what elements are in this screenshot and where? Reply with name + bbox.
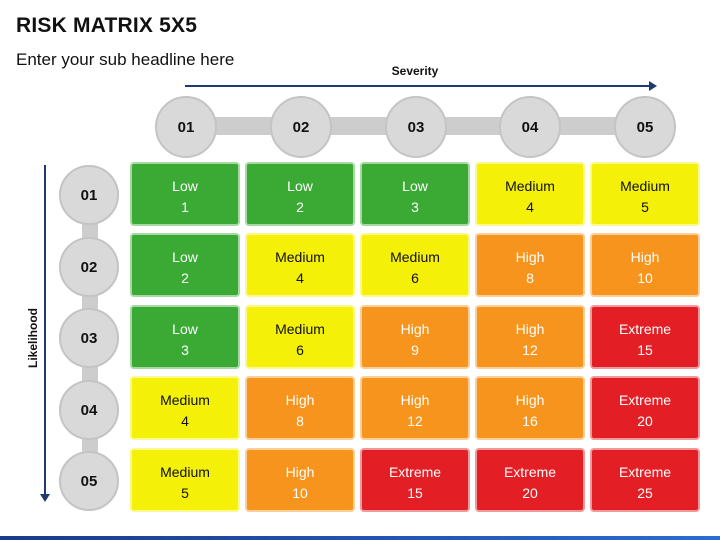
risk-cell-r4-c4: High 16 (475, 376, 585, 440)
likelihood-header-05: 05 (59, 451, 119, 511)
risk-score-value: 3 (181, 342, 189, 358)
risk-level-label: Medium (275, 249, 325, 265)
risk-cell-r1-c3: Low 3 (360, 162, 470, 226)
risk-level-label: Medium (505, 178, 555, 194)
risk-cell-r2-c4: High 8 (475, 233, 585, 297)
risk-score-value: 4 (526, 199, 534, 215)
risk-cell-r3-c5: Extreme 15 (590, 305, 700, 369)
risk-score-value: 5 (181, 485, 189, 501)
risk-level-label: Medium (160, 392, 210, 408)
risk-cell-r3-c2: Medium 6 (245, 305, 355, 369)
risk-level-label: High (515, 392, 545, 408)
risk-level-label: Extreme (618, 392, 672, 408)
risk-level-label: High (515, 249, 545, 265)
risk-score-value: 20 (637, 413, 653, 429)
risk-score-value: 9 (411, 342, 419, 358)
page-subtitle: Enter your sub headline here (16, 50, 235, 69)
risk-level-label: High (400, 321, 430, 337)
risk-score-value: 16 (522, 413, 538, 429)
severity-axis-label: Severity (391, 64, 439, 78)
risk-level-label: High (285, 464, 315, 480)
severity-header-05: 05 (614, 96, 676, 158)
risk-level-label: Medium (160, 464, 210, 480)
likelihood-arrow (40, 165, 50, 502)
risk-score-value: 2 (296, 199, 304, 215)
risk-score-value: 12 (522, 342, 538, 358)
risk-score-value: 12 (407, 413, 423, 429)
risk-score-value: 8 (296, 413, 304, 429)
risk-cell-r1-c4: Medium 4 (475, 162, 585, 226)
severity-arrow (185, 81, 657, 91)
risk-cell-r2-c5: High 10 (590, 233, 700, 297)
risk-cell-r5-c3: Extreme 15 (360, 448, 470, 512)
footer-bar (0, 536, 720, 540)
risk-level-label: Medium (620, 178, 670, 194)
risk-score-value: 15 (407, 485, 423, 501)
risk-cell-r1-c1: Low 1 (130, 162, 240, 226)
risk-level-label: High (400, 392, 430, 408)
risk-level-label: Extreme (618, 321, 672, 337)
risk-cell-r3-c4: High 12 (475, 305, 585, 369)
likelihood-header-01: 01 (59, 165, 119, 225)
likelihood-header-02: 02 (59, 237, 119, 297)
risk-cell-r4-c5: Extreme 20 (590, 376, 700, 440)
risk-cell-r4-c3: High 12 (360, 376, 470, 440)
risk-cell-r3-c1: Low 3 (130, 305, 240, 369)
likelihood-header-04: 04 (59, 380, 119, 440)
risk-level-label: Extreme (618, 464, 672, 480)
risk-level-label: Low (172, 321, 198, 337)
risk-cell-r4-c1: Medium 4 (130, 376, 240, 440)
risk-level-label: Low (287, 178, 313, 194)
risk-level-label: Low (172, 178, 198, 194)
risk-level-label: High (285, 392, 315, 408)
risk-score-value: 4 (296, 270, 304, 286)
risk-cell-r1-c5: Medium 5 (590, 162, 700, 226)
risk-cell-r2-c1: Low 2 (130, 233, 240, 297)
risk-score-value: 10 (292, 485, 308, 501)
risk-cell-r5-c2: High 10 (245, 448, 355, 512)
risk-cell-r5-c4: Extreme 20 (475, 448, 585, 512)
risk-score-value: 10 (637, 270, 653, 286)
risk-level-label: Medium (390, 249, 440, 265)
risk-cell-r2-c2: Medium 4 (245, 233, 355, 297)
risk-score-value: 20 (522, 485, 538, 501)
risk-score-value: 25 (637, 485, 653, 501)
severity-header-04: 04 (499, 96, 561, 158)
risk-cell-r5-c5: Extreme 25 (590, 448, 700, 512)
risk-cell-r3-c3: High 9 (360, 305, 470, 369)
risk-level-label: Low (402, 178, 428, 194)
risk-level-label: Extreme (388, 464, 442, 480)
risk-score-value: 3 (411, 199, 419, 215)
risk-level-label: Low (172, 249, 198, 265)
severity-header-03: 03 (385, 96, 447, 158)
risk-score-value: 5 (641, 199, 649, 215)
risk-score-value: 8 (526, 270, 534, 286)
risk-level-label: Extreme (503, 464, 557, 480)
risk-score-value: 6 (411, 270, 419, 286)
risk-score-value: 4 (181, 413, 189, 429)
likelihood-header-03: 03 (59, 308, 119, 368)
likelihood-axis-label: Likelihood (26, 308, 40, 368)
risk-score-value: 6 (296, 342, 304, 358)
page-title: RISK MATRIX 5X5 (16, 14, 198, 37)
severity-header-01: 01 (155, 96, 217, 158)
risk-level-label: Medium (275, 321, 325, 337)
risk-cell-r5-c1: Medium 5 (130, 448, 240, 512)
risk-score-value: 15 (637, 342, 653, 358)
severity-header-02: 02 (270, 96, 332, 158)
risk-cell-r4-c2: High 8 (245, 376, 355, 440)
risk-score-value: 2 (181, 270, 189, 286)
risk-cell-r1-c2: Low 2 (245, 162, 355, 226)
risk-level-label: High (515, 321, 545, 337)
risk-cell-r2-c3: Medium 6 (360, 233, 470, 297)
risk-score-value: 1 (181, 199, 189, 215)
risk-level-label: High (630, 249, 660, 265)
